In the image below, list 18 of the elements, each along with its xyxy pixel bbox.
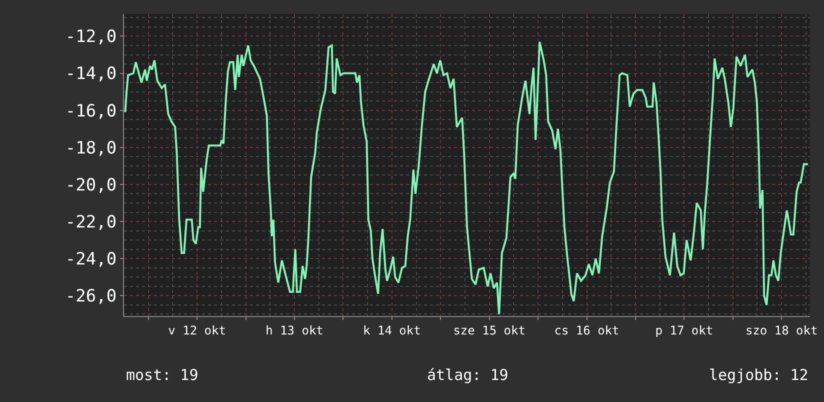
text: átlag: 19 [427,366,508,384]
x-tick-label: v 12 okt [168,323,226,338]
y-tick-label: -26,0 [65,286,117,307]
x-tick-label: cs 16 okt [554,323,620,338]
y-tick-label: -24,0 [65,250,117,270]
x-tick-label: p 17 okt [655,323,714,338]
y-tick-label: -18,0 [65,138,117,158]
y-tick-label: -22,0 [65,212,117,232]
y-tick-label: -14,0 [65,64,117,84]
y-tick-label: -16,0 [65,101,117,122]
x-tick-label: sze 15 okt [453,323,526,338]
text: legjobb: 12 [709,366,808,384]
x-tick-label: k 14 okt [363,323,421,338]
x-tick-label: h 13 okt [266,323,324,338]
text: most: 19 [126,366,198,384]
x-tick-label: szo 18 okt [745,323,818,338]
y-tick-label: -20,0 [65,175,117,196]
y-tick-label: -12,0 [65,27,117,48]
